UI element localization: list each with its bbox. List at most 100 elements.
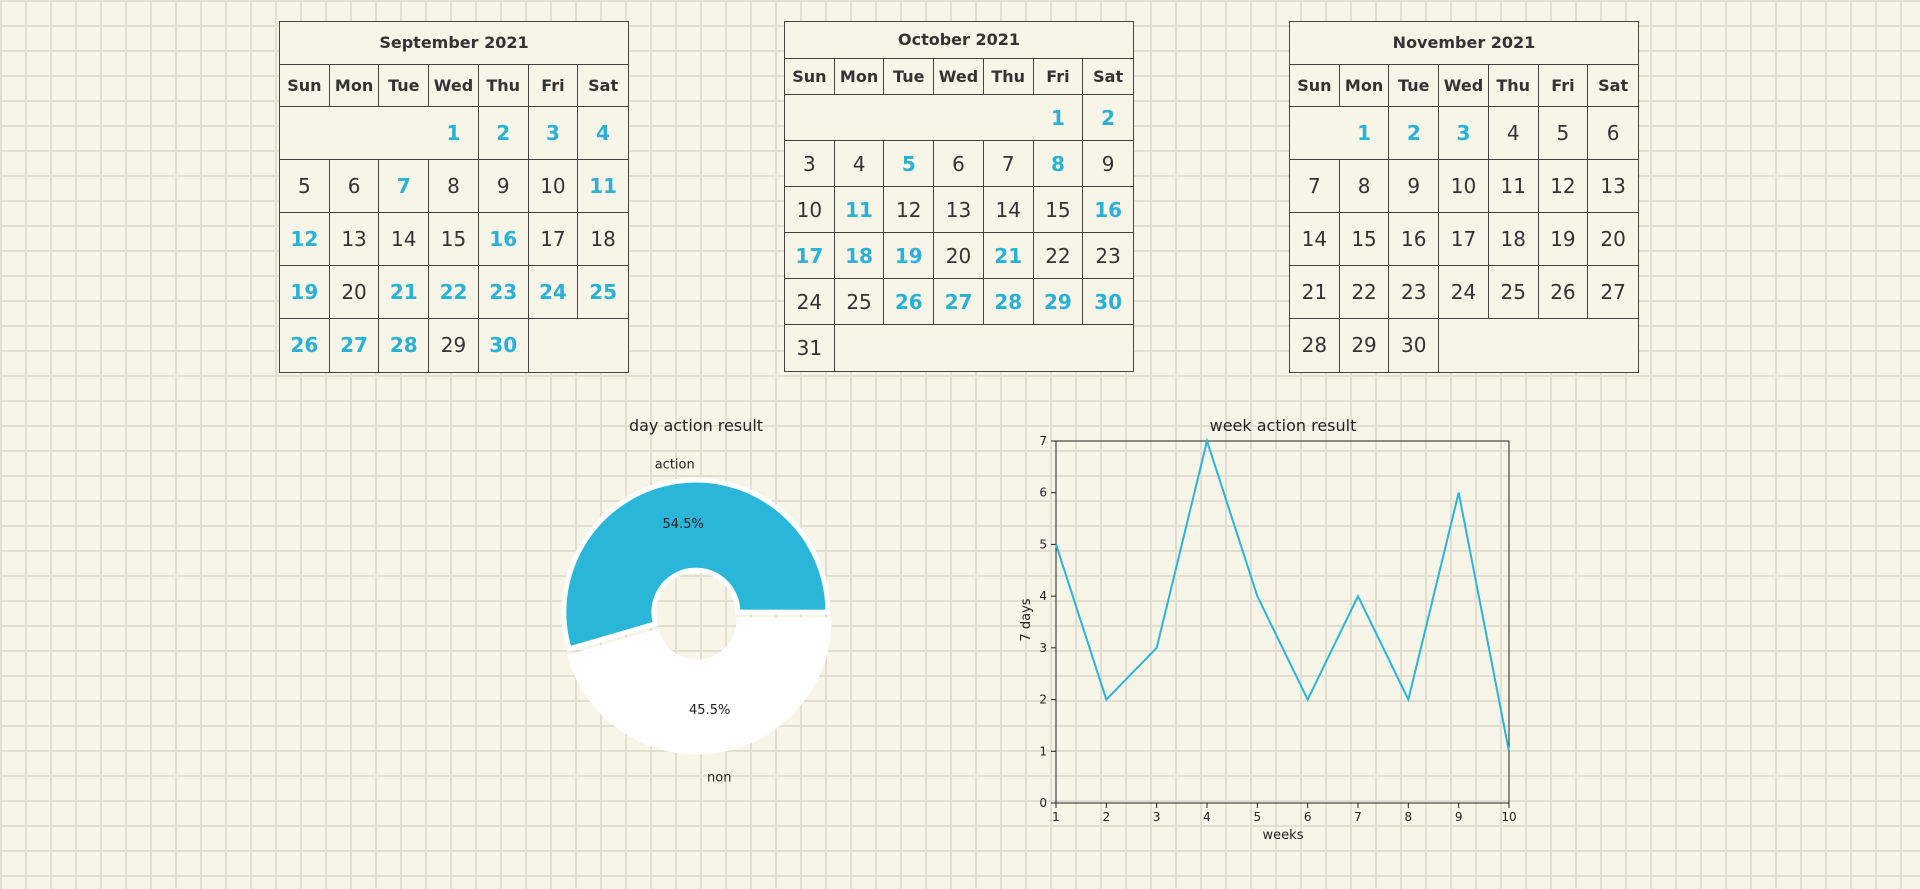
calendar-day: 27 <box>934 279 984 325</box>
pie-category-label: non <box>707 770 731 785</box>
calendar-day: 6 <box>1588 107 1638 160</box>
y-tick-label: 6 <box>1039 486 1047 500</box>
calendar-empty-cell <box>834 95 885 141</box>
calendar-day: 23 <box>478 266 529 319</box>
weekday-header: Wed <box>934 59 984 95</box>
weekday-header: Sun <box>280 65 330 107</box>
calendar-empty-cell <box>578 319 628 372</box>
calendar-empty-cell <box>1083 325 1133 371</box>
calendar-grid: Sun Mon Tue Wed Thu Fri Sat 1 2 3 4 5 6 7 8 9 10 11 12 13 14… <box>785 59 1133 371</box>
y-tick-label: 1 <box>1039 744 1047 758</box>
calendar-november: November 2021 Sun Mon Tue Wed Thu Fri Sat 1 2 3 4 5… <box>1289 21 1639 373</box>
calendar-day: 20 <box>934 233 984 279</box>
calendar-day: 9 <box>478 160 529 213</box>
calendar-day: 16 <box>1389 213 1440 266</box>
calendar-day: 16 <box>478 213 529 266</box>
x-axis-label: weeks <box>1263 828 1304 843</box>
calendar-day: 1 <box>1033 95 1084 141</box>
calendar-day: 26 <box>280 319 330 372</box>
line-title: week action result <box>1210 416 1357 435</box>
weekday-header: Sun <box>1290 65 1340 107</box>
weekday-header: Thu <box>1488 65 1539 107</box>
calendar-day: 29 <box>1033 279 1084 325</box>
calendar-day: 12 <box>1538 160 1589 213</box>
calendar-day: 14 <box>983 187 1034 233</box>
x-tick-label: 1 <box>1052 810 1060 824</box>
weekday-header: Fri <box>528 65 579 107</box>
pie-percent-label: 54.5% <box>663 517 704 532</box>
calendar-day: 10 <box>528 160 579 213</box>
calendar-day: 9 <box>1389 160 1440 213</box>
calendar-day: 12 <box>884 187 935 233</box>
calendar-day: 4 <box>578 107 628 160</box>
calendar-day: 5 <box>884 141 935 187</box>
calendar-day: 8 <box>1339 160 1390 213</box>
calendar-day: 21 <box>379 266 430 319</box>
calendar-day: 19 <box>280 266 330 319</box>
calendar-day: 27 <box>1588 266 1638 319</box>
x-tick-label: 2 <box>1103 810 1111 824</box>
y-tick-label: 2 <box>1039 693 1047 707</box>
pie-slice-non <box>567 617 832 755</box>
y-axis-label: 7 days <box>1019 598 1034 641</box>
calendar-day: 17 <box>528 213 579 266</box>
calendar-day: 13 <box>934 187 984 233</box>
calendar-day: 3 <box>528 107 579 160</box>
calendar-day: 3 <box>785 141 835 187</box>
calendar-day: 28 <box>379 319 430 372</box>
calendar-october: October 2021 Sun Mon Tue Wed Thu Fri Sat 1 2 3 4 5 6… <box>784 21 1134 372</box>
weekday-header: Tue <box>884 59 935 95</box>
calendar-day: 13 <box>329 213 380 266</box>
day-action-pie-chart: day action result 54.5% action 45.5% non <box>561 416 832 785</box>
calendar-empty-cell <box>1588 319 1638 372</box>
calendar-day: 25 <box>578 266 628 319</box>
calendar-day: 28 <box>983 279 1034 325</box>
calendar-day: 25 <box>834 279 885 325</box>
calendar-title: October 2021 <box>785 22 1133 59</box>
calendar-day: 7 <box>1290 160 1340 213</box>
calendar-day: 10 <box>1439 160 1489 213</box>
calendar-day: 20 <box>329 266 380 319</box>
calendar-empty-cell <box>529 319 579 372</box>
pie-percent-label: 45.5% <box>689 703 730 718</box>
calendar-day: 14 <box>1290 213 1340 266</box>
calendar-empty-cell <box>934 325 984 371</box>
calendar-day: 22 <box>1339 266 1390 319</box>
calendar-empty-cell <box>1034 325 1084 371</box>
calendar-day: 14 <box>379 213 430 266</box>
y-tick-label: 3 <box>1039 641 1047 655</box>
calendar-day: 9 <box>1083 141 1133 187</box>
calendar-title: September 2021 <box>280 22 628 65</box>
weekday-header: Thu <box>983 59 1034 95</box>
calendar-empty-cell <box>984 325 1034 371</box>
calendar-day: 29 <box>429 319 479 372</box>
calendar-day: 1 <box>429 107 479 160</box>
plot-frame <box>1055 440 1510 804</box>
calendar-empty-cell <box>884 95 935 141</box>
calendar-day: 24 <box>1439 266 1489 319</box>
weekday-header: Sat <box>1588 65 1638 107</box>
weekday-header: Wed <box>1439 65 1489 107</box>
calendar-day: 28 <box>1290 319 1340 372</box>
calendar-day: 25 <box>1488 266 1539 319</box>
calendar-day: 19 <box>884 233 935 279</box>
y-tick-label: 4 <box>1039 589 1047 603</box>
calendar-empty-cell <box>1439 319 1489 372</box>
calendar-day: 11 <box>1488 160 1539 213</box>
calendar-day: 6 <box>329 160 380 213</box>
calendar-empty-cell <box>835 325 885 371</box>
calendar-day: 22 <box>1033 233 1084 279</box>
x-tick-label: 3 <box>1153 810 1161 824</box>
x-tick-label: 8 <box>1405 810 1413 824</box>
calendar-empty-cell <box>983 95 1034 141</box>
weekday-header: Mon <box>1339 65 1390 107</box>
calendar-day: 17 <box>785 233 835 279</box>
pie-category-label: action <box>655 458 695 473</box>
x-tick-label: 6 <box>1304 810 1312 824</box>
calendar-day: 10 <box>785 187 835 233</box>
calendar-day: 7 <box>983 141 1034 187</box>
calendar-day: 21 <box>983 233 1034 279</box>
calendar-empty-cell <box>1489 319 1539 372</box>
weekday-header: Thu <box>478 65 529 107</box>
calendar-day: 5 <box>280 160 330 213</box>
